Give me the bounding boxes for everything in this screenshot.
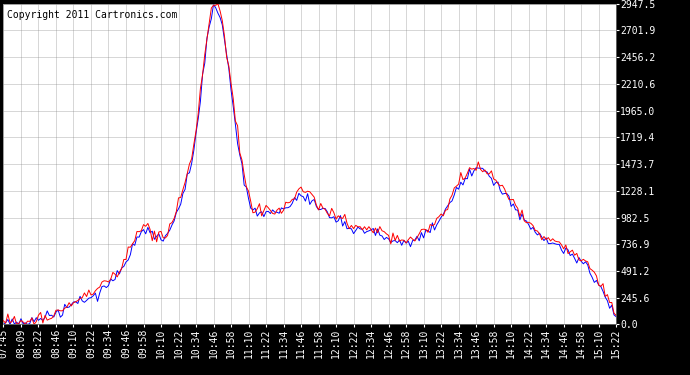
Text: Copyright 2011 Cartronics.com: Copyright 2011 Cartronics.com [6, 10, 177, 20]
Text: Total PV Panel Power (red)/Inverter Power Output (watts blue)  Wed Jan 5 15:48: Total PV Panel Power (red)/Inverter Powe… [34, 8, 655, 22]
